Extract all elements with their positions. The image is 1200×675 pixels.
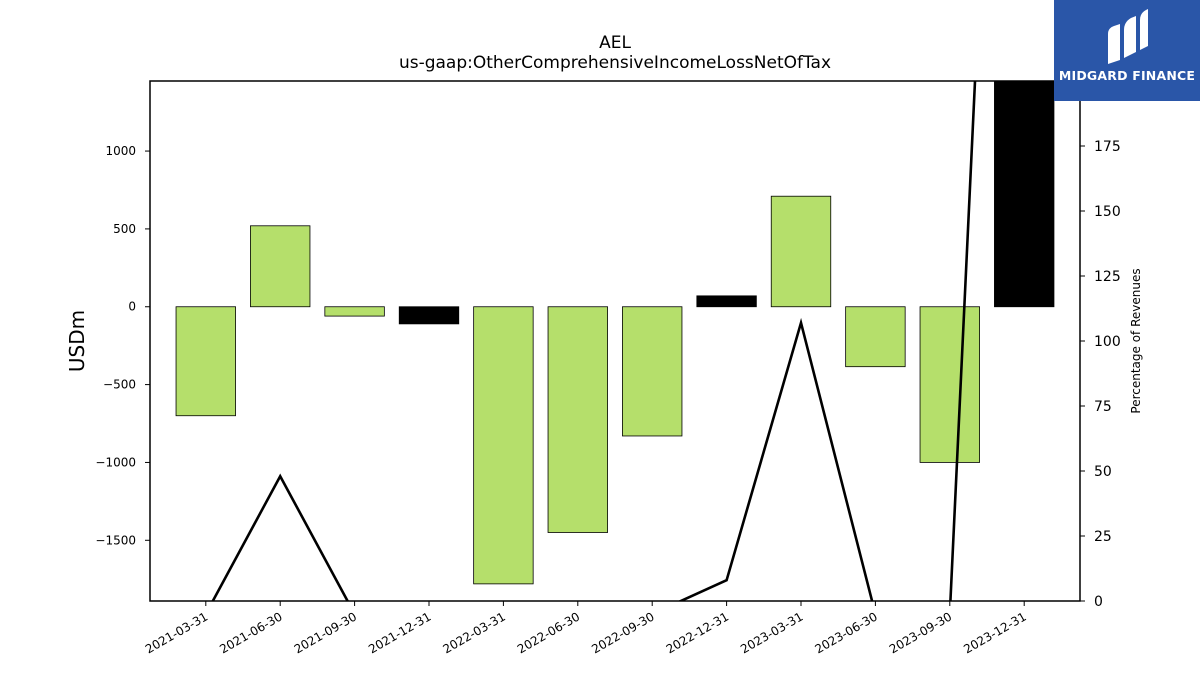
bar-2022-03-31 bbox=[473, 306, 534, 585]
y2-tick-label: 50 bbox=[1094, 464, 1112, 480]
y2-tick-label: 75 bbox=[1094, 399, 1112, 415]
x-tick-label: 2021-09-30 bbox=[292, 609, 359, 656]
x-tick-label: 2022-12-31 bbox=[664, 609, 731, 656]
x-tick-label: 2023-12-31 bbox=[961, 609, 1028, 656]
midgard-logo-icon bbox=[1108, 9, 1148, 64]
bar-2022-12-31 bbox=[696, 295, 757, 308]
y-tick-label: −1500 bbox=[95, 533, 136, 547]
y-axis-label: USDm bbox=[65, 310, 89, 372]
x-axis: 2021-03-31 2021-06-30 2021-09-30 2021-12-31… bbox=[143, 601, 1029, 656]
y2-tick-label: 175 bbox=[1094, 139, 1121, 155]
x-tick-label: 2023-09-30 bbox=[887, 609, 954, 656]
x-tick-label: 2021-03-31 bbox=[143, 609, 210, 656]
y2-tick-label: 125 bbox=[1094, 269, 1121, 285]
bar-group bbox=[175, 81, 1055, 585]
bar-2022-09-30 bbox=[622, 306, 683, 437]
x-tick-label: 2023-03-31 bbox=[738, 609, 805, 656]
y-tick-label: 1000 bbox=[105, 144, 136, 158]
bar-2022-06-30 bbox=[547, 306, 608, 533]
bar-2023-06-30 bbox=[845, 306, 906, 368]
bar-2023-03-31 bbox=[770, 195, 832, 308]
midgard-finance-logo: MIDGARD FINANCE bbox=[1054, 0, 1200, 101]
revenue-pct-line bbox=[211, 81, 977, 601]
x-tick-label: 2022-09-30 bbox=[589, 609, 656, 656]
y2-tick-label: 150 bbox=[1094, 204, 1121, 220]
bar-2023-09-30 bbox=[919, 306, 980, 463]
y2-axis: 0 25 50 75 100 125 150 175 bbox=[1080, 139, 1121, 610]
y2-axis-label: Percentage of Revenues bbox=[1129, 268, 1143, 413]
bar-2023-12-31 bbox=[994, 81, 1055, 308]
y-tick-label: 500 bbox=[113, 222, 136, 236]
x-tick-label: 2023-06-30 bbox=[812, 609, 879, 656]
y-tick-label: −1000 bbox=[95, 455, 136, 469]
y-tick-label: 0 bbox=[128, 300, 136, 314]
chart-title: AEL bbox=[599, 33, 631, 53]
y2-tick-label: 100 bbox=[1094, 334, 1121, 350]
y-axis: 1000 500 0 −500 −1000 −1500 bbox=[95, 144, 150, 547]
x-tick-label: 2022-06-30 bbox=[515, 609, 582, 656]
bar-2021-12-31 bbox=[398, 306, 460, 325]
x-tick-label: 2022-03-31 bbox=[440, 609, 507, 656]
bar-2021-06-30 bbox=[250, 225, 311, 308]
y2-tick-label: 25 bbox=[1094, 529, 1112, 545]
bar-2021-03-31 bbox=[175, 306, 236, 417]
y2-tick-label: 0 bbox=[1094, 594, 1103, 610]
revenue-pct-line-group bbox=[211, 81, 977, 601]
bar-2021-09-30 bbox=[324, 306, 385, 317]
chart-subtitle: us-gaap:OtherComprehensiveIncomeLossNetO… bbox=[399, 53, 831, 73]
y-tick-label: −500 bbox=[103, 378, 136, 392]
x-tick-label: 2021-12-31 bbox=[366, 609, 433, 656]
logo-text: MIDGARD FINANCE bbox=[1058, 68, 1196, 83]
x-tick-label: 2021-06-30 bbox=[217, 609, 284, 656]
